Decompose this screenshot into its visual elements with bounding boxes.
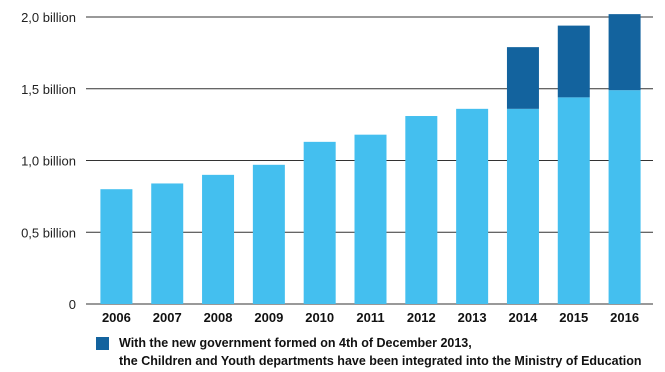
- bar-chart: 2006 2007 2008 2009 2010 2011 2012 2013 2014 2015…: [21, 10, 653, 325]
- legend-label: With the new government formed on 4th of…: [119, 334, 665, 370]
- legend-line-2: the Children and Youth departments have …: [119, 354, 642, 368]
- x-tick-label: 2011: [356, 310, 384, 325]
- x-tick-label: 2015: [559, 310, 588, 325]
- x-tick-label: 2007: [153, 310, 182, 325]
- bar-base-2007: [151, 183, 184, 304]
- x-tick-label: 2006: [102, 310, 131, 325]
- bar-base-2012: [405, 116, 438, 304]
- y-tick-label: 1,0 billion: [21, 154, 76, 169]
- x-tick-label: 2013: [458, 310, 487, 325]
- x-tick-label: 2009: [254, 310, 283, 325]
- x-tick-label: 2012: [407, 310, 436, 325]
- legend-line-1: With the new government formed on 4th of…: [119, 336, 472, 350]
- bar-base-2015: [557, 97, 590, 304]
- bar-ministry-2015: [557, 25, 590, 98]
- bars: [100, 14, 641, 304]
- y-tick-label: 1,5 billion: [21, 82, 76, 97]
- x-tick-label: 2008: [204, 310, 233, 325]
- bar-ministry-2016: [608, 14, 641, 91]
- bar-base-2016: [608, 90, 641, 304]
- x-tick-label: 2016: [610, 310, 639, 325]
- y-tick-labels: 0 0,5 billion 1,0 billion 1,5 billion 2,0 bi…: [21, 10, 76, 312]
- bar-base-2009: [252, 164, 285, 304]
- bar-base-2014: [506, 108, 539, 304]
- bar-base-2010: [303, 141, 336, 304]
- bar-base-2011: [354, 134, 387, 304]
- y-tick-label: 2,0 billion: [21, 10, 76, 25]
- legend-swatch: [96, 337, 109, 350]
- x-tick-label: 2010: [305, 310, 334, 325]
- bar-base-2008: [202, 174, 235, 304]
- y-tick-label: 0,5 billion: [21, 225, 76, 240]
- bar-ministry-2014: [506, 47, 539, 109]
- y-tick-label: 0: [69, 297, 76, 312]
- bar-base-2013: [456, 108, 489, 304]
- x-tick-label: 2014: [508, 310, 538, 325]
- bar-base-2006: [100, 189, 133, 304]
- x-tick-labels: 2006 2007 2008 2009 2010 2011 2012 2013 2014 2015…: [102, 310, 639, 325]
